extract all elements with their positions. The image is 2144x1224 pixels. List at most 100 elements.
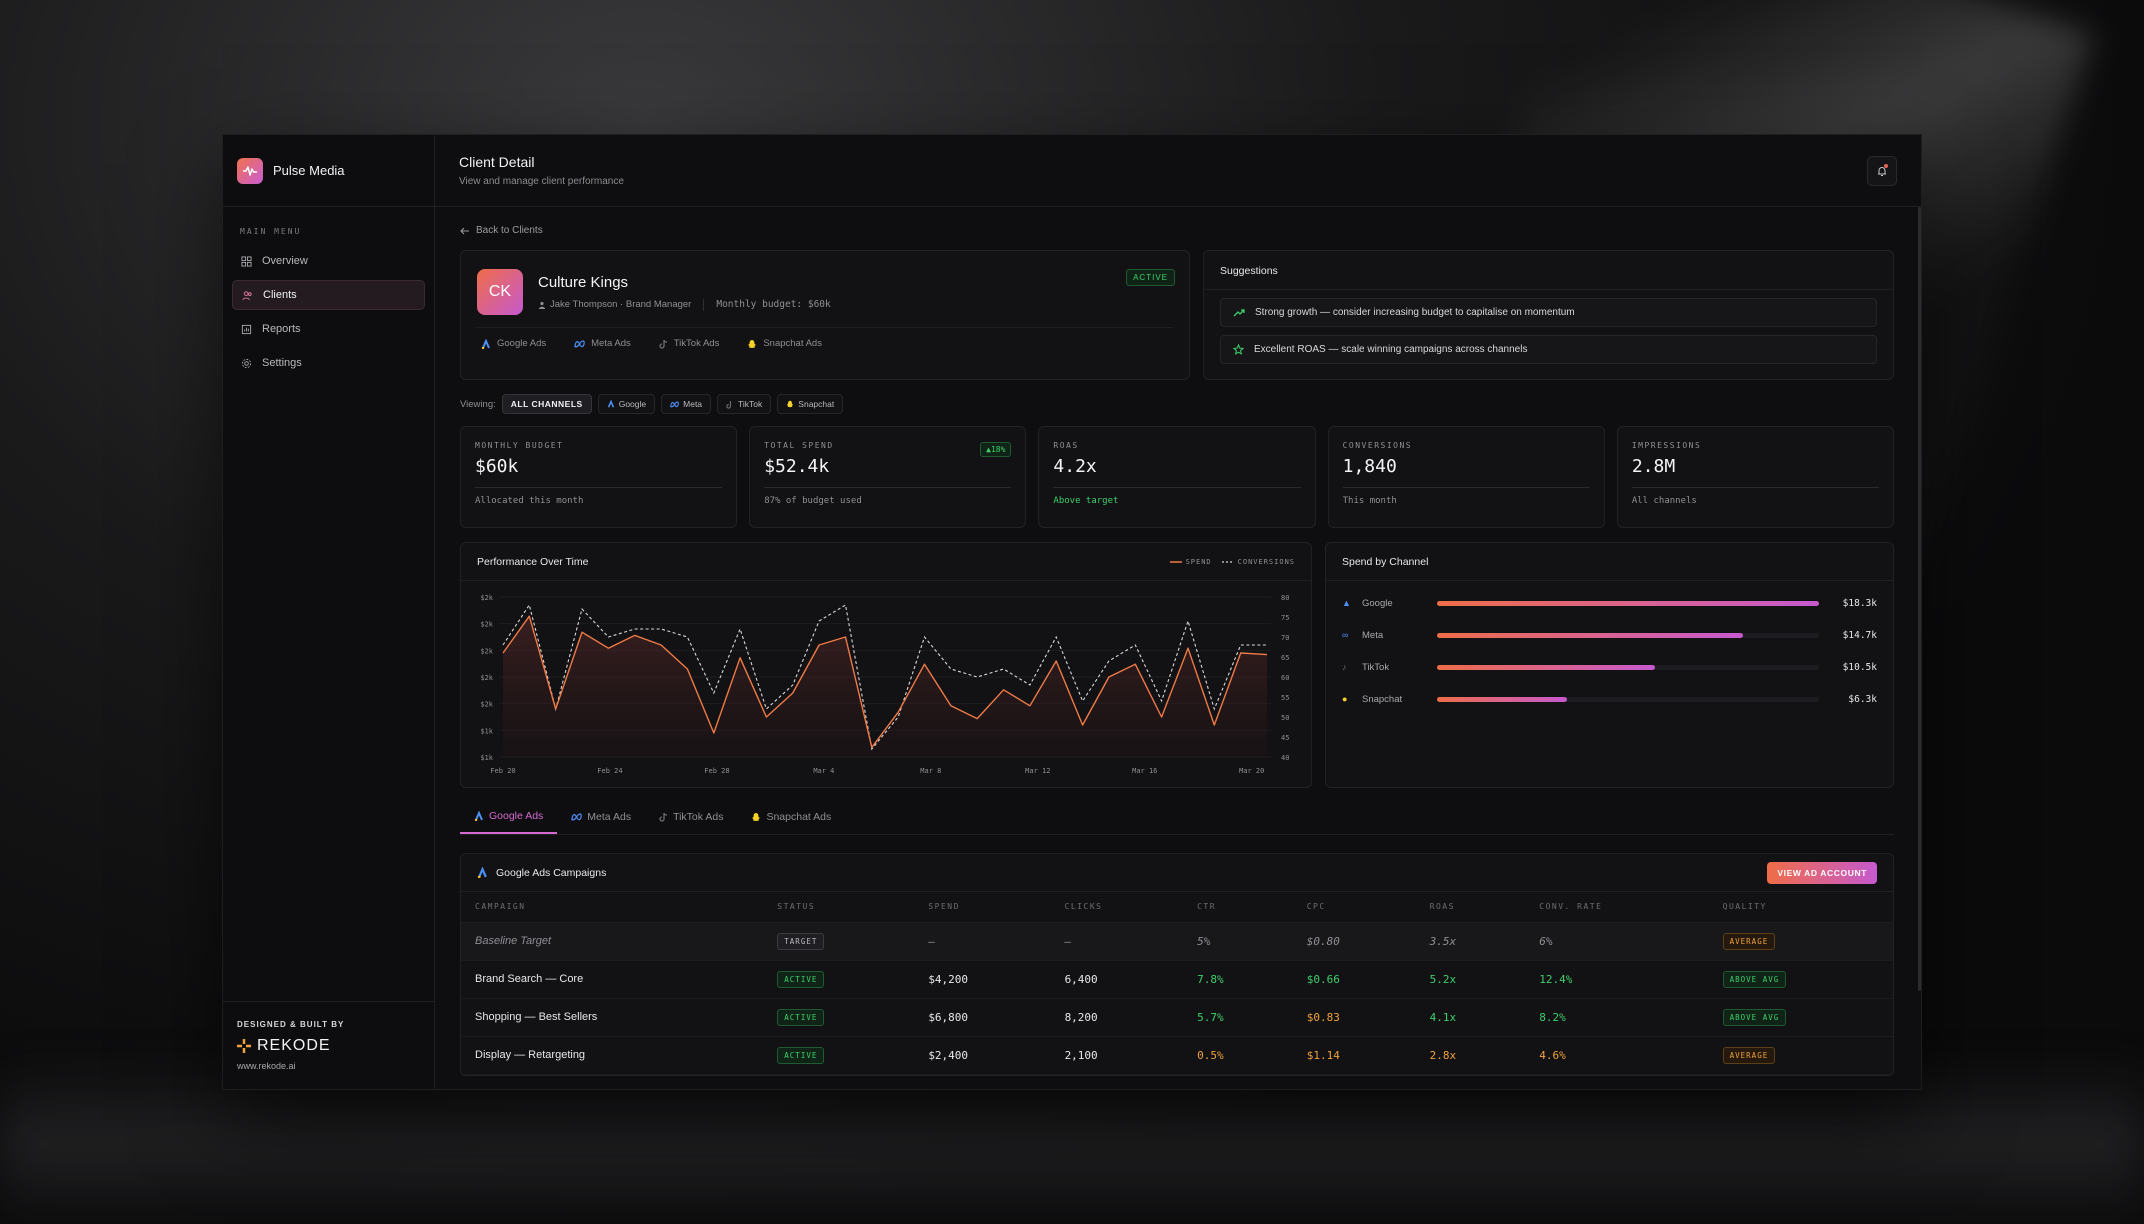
sidebar-item-settings[interactable]: Settings — [232, 348, 425, 378]
content: Back to Clients ACTIVE CK Culture Kings … — [435, 207, 1921, 1076]
kpi-value: 4.2x — [1053, 456, 1097, 477]
tab-google-ads[interactable]: Google Ads — [460, 802, 558, 834]
google-ads-icon — [607, 400, 614, 408]
tab-meta-ads[interactable]: Meta Ads — [557, 802, 645, 834]
google-ads-icon: ▲ — [1342, 598, 1351, 608]
suggestion-item[interactable]: Strong growth — consider increasing budg… — [1220, 298, 1877, 327]
suggestion-item[interactable]: Excellent ROAS — scale winning campaigns… — [1220, 335, 1877, 364]
gear-icon — [241, 358, 252, 368]
x-tick-label: Mar 16 — [1132, 767, 1157, 775]
view-ad-account-button[interactable]: VIEW AD ACCOUNT — [1767, 861, 1877, 884]
column-header[interactable]: CLICKS — [1050, 892, 1184, 923]
cell-campaign: Shopping — Best Sellers — [461, 998, 764, 1037]
table-row[interactable]: Display — Retargeting ACTIVE $2,400 2,100 0.… — [461, 1036, 1893, 1075]
x-tick-label: Feb 28 — [704, 767, 729, 775]
cell-clicks: 6,400 — [1050, 960, 1184, 999]
channel-filter: Viewing: ALL CHANNELS Google Meta TikTok… — [460, 394, 1894, 414]
x-tick-label: Mar 8 — [920, 767, 941, 775]
brand[interactable]: Pulse Media — [223, 135, 434, 207]
snapchat-icon: ● — [1342, 694, 1348, 704]
table-row[interactable]: Brand Search — Core ACTIVE $4,200 6,400 7.8%… — [461, 960, 1893, 999]
brand-name: Pulse Media — [273, 163, 345, 178]
rekode-logo[interactable]: REKODE — [237, 1037, 420, 1055]
column-header[interactable]: CONV. RATE — [1525, 892, 1709, 923]
y-right-tick-label: 40 — [1281, 754, 1289, 762]
suggestions-card: Suggestions Strong growth — consider inc… — [1203, 250, 1894, 380]
snapchat-icon — [748, 339, 757, 348]
column-header[interactable]: CTR — [1183, 892, 1293, 923]
chart-legend: SPEND CONVERSIONS — [1169, 558, 1295, 566]
rekode-name: REKODE — [257, 1037, 331, 1054]
y-right-tick-label: 45 — [1281, 734, 1289, 742]
sidebar: Pulse Media MAIN MENU Overview Clients R… — [223, 135, 435, 1089]
rekode-spark-icon — [237, 1039, 251, 1053]
cell-spend: — — [914, 922, 1051, 961]
star-icon — [1233, 344, 1244, 355]
meta-icon — [670, 401, 680, 407]
channel-tiktok: TikTok Ads — [659, 338, 719, 349]
y-left-tick-label: $2k — [480, 674, 493, 682]
meta-icon — [574, 339, 585, 347]
channel-bar-fill — [1437, 600, 1819, 606]
cell-ctr: 5.7% — [1183, 998, 1293, 1037]
back-link[interactable]: Back to Clients — [460, 225, 1894, 236]
channel-snapchat: Snapchat Ads — [747, 338, 822, 349]
footer-url[interactable]: www.rekode.ai — [237, 1061, 296, 1071]
table-row[interactable]: Baseline Target TARGET — —5% $0.80 3.5x 6% AVER… — [461, 922, 1893, 961]
sidebar-item-label: Overview — [262, 255, 308, 267]
back-label: Back to Clients — [476, 225, 543, 236]
sidebar-item-overview[interactable]: Overview — [232, 246, 425, 276]
cell-roas: 4.1x — [1415, 998, 1526, 1037]
chip-tiktok[interactable]: TikTok — [717, 394, 772, 414]
person-icon — [539, 301, 545, 309]
channel-bar-row: ♪ TikTok $10.5k — [1326, 651, 1893, 683]
sidebar-footer: DESIGNED & BUILT BY REKODE www.rekode.ai — [223, 1001, 434, 1089]
column-header[interactable]: CPC — [1292, 892, 1416, 923]
sidebar-item-reports[interactable]: Reports — [232, 314, 425, 344]
y-left-tick-label: $2k — [480, 594, 493, 602]
cell-quality: ABOVE AVG — [1708, 998, 1893, 1037]
table-row[interactable]: Shopping — Best Sellers ACTIVE $6,800 8,200… — [461, 998, 1893, 1037]
trend-badge: ▲18% — [980, 442, 1012, 457]
cell-clicks: — — [1050, 922, 1184, 961]
google-ads-icon — [481, 338, 490, 349]
chip-all-channels[interactable]: ALL CHANNELS — [501, 394, 592, 414]
snapchat-icon — [752, 813, 761, 821]
notifications-button[interactable] — [1867, 155, 1897, 186]
chip-snapchat[interactable]: Snapchat — [777, 394, 844, 414]
campaigns-card: Google Ads Campaigns VIEW AD ACCOUNT CAM… — [460, 853, 1894, 1076]
chip-meta[interactable]: Meta — [661, 394, 712, 414]
client-name: Culture Kings — [538, 273, 629, 291]
cell-status: ACTIVE — [763, 998, 915, 1037]
cell-status: ACTIVE — [763, 960, 915, 999]
status-badge: ACTIVE — [1126, 269, 1175, 286]
performance-chart[interactable]: $2k $2k $2k $2k $2k $1k $1k 80 75 70 65 60 55 50 45 40 F… — [461, 581, 1311, 787]
channel-bar-track — [1437, 664, 1819, 670]
tab-snapchat-ads[interactable]: Snapchat Ads — [737, 802, 845, 834]
arrow-left-icon — [460, 227, 469, 234]
cell-quality: AVERAGE — [1708, 1036, 1893, 1075]
kpi-impressions: IMPRESSIONS 2.8M All channels — [1616, 426, 1895, 528]
cell-cpc: $0.66 — [1292, 960, 1416, 999]
footer-label: DESIGNED & BUILT BY — [237, 1020, 345, 1029]
sidebar-item-clients[interactable]: Clients — [232, 280, 425, 310]
performance-title: Performance Over Time — [477, 555, 589, 568]
y-right-tick-label: 50 — [1281, 714, 1289, 722]
column-header[interactable]: CAMPAIGN — [461, 892, 764, 923]
kpi-roas: ROAS 4.2x Above target — [1038, 426, 1316, 528]
tiktok-icon — [726, 400, 732, 409]
tiktok-icon: ♪ — [1342, 662, 1347, 672]
column-header[interactable]: STATUS — [763, 892, 915, 923]
column-header[interactable]: ROAS — [1415, 892, 1526, 923]
cell-roas: 2.8x — [1415, 1036, 1526, 1075]
column-header[interactable]: SPEND — [914, 892, 1051, 923]
chip-google[interactable]: Google — [597, 394, 656, 414]
column-header[interactable]: QUALITY — [1708, 892, 1893, 923]
y-left-tick-label: $2k — [480, 647, 493, 655]
cell-campaign: Baseline Target — [461, 922, 764, 961]
scrollbar[interactable] — [1918, 207, 1921, 991]
meta-icon — [571, 813, 583, 821]
cell-clicks: 8,200 — [1050, 998, 1184, 1037]
viewing-label: Viewing: — [460, 398, 496, 410]
tab-tiktok-ads[interactable]: TikTok Ads — [645, 802, 737, 834]
